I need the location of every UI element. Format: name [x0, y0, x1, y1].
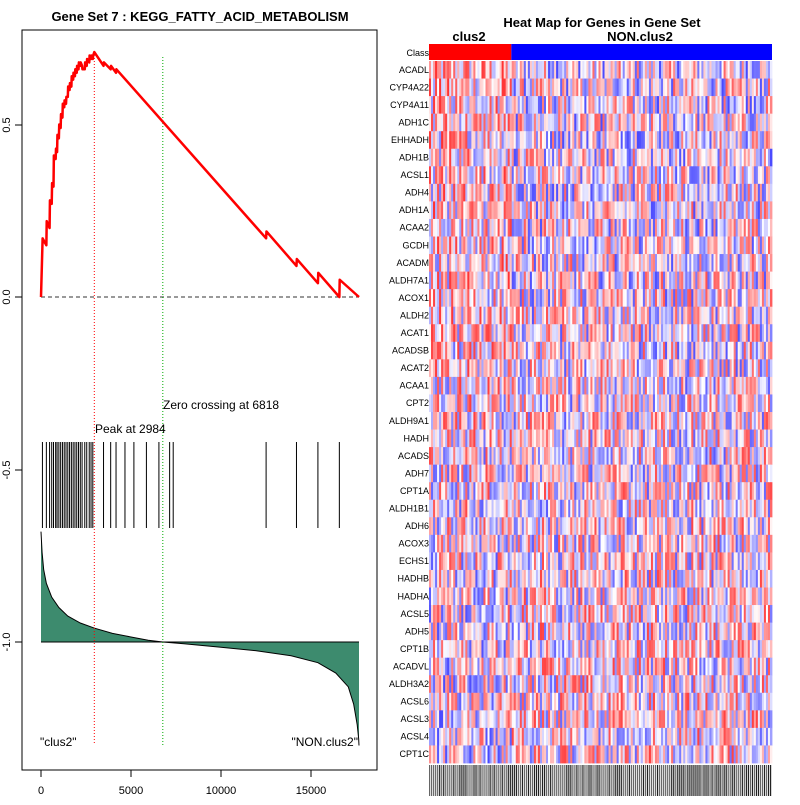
x-tick-3: 15000 — [296, 770, 327, 797]
y-tick-label-1: 0.0 — [1, 289, 13, 304]
heatmap-cell — [770, 377, 772, 395]
heatmap-cell — [770, 412, 772, 430]
heatmap-row — [429, 377, 772, 395]
rank-metric-area — [41, 532, 359, 746]
heatmap-row — [429, 324, 772, 342]
x-tick-1: 5000 — [119, 770, 143, 797]
heatmap-title: Heat Map for Genes in Gene Set — [503, 15, 701, 30]
heatmap-row — [429, 131, 772, 149]
heatmap-cell — [770, 114, 772, 132]
peak-annotation: Peak at 2984 — [95, 422, 166, 436]
x-tick-label-1: 5000 — [119, 785, 143, 797]
heatmap-row — [429, 114, 772, 132]
heatmap-cell — [770, 272, 772, 290]
enrichment-score-line — [41, 52, 359, 297]
left-class-label: "clus2" — [40, 735, 77, 749]
heatmap-row — [429, 219, 772, 237]
heatmap-cell — [770, 342, 772, 360]
heatmap-cell — [770, 201, 772, 219]
heatmap-cell — [770, 96, 772, 114]
heatmap-cell — [770, 324, 772, 342]
heatmap-row — [429, 307, 772, 325]
heatmap-row — [429, 500, 772, 518]
heatmap-cell — [770, 289, 772, 307]
heatmap-cell — [770, 131, 772, 149]
heatmap-row — [429, 96, 772, 114]
es-plot-title: Gene Set 7 : KEGG_FATTY_ACID_METABOLISM — [51, 9, 348, 24]
x-tick-label-3: 15000 — [296, 785, 327, 797]
heatmap-row — [429, 184, 772, 202]
x-tick-label-0: 0 — [38, 785, 44, 797]
heatmap-row — [429, 342, 772, 360]
heatmap-row — [429, 412, 772, 430]
y-tick-1: 0.0 — [1, 289, 22, 304]
y-tick-3: -1.0 — [1, 633, 22, 652]
heatmap-row — [429, 289, 772, 307]
class-row-label: Class — [406, 48, 429, 58]
heatmap-row — [429, 359, 772, 377]
heatmap-cell — [770, 430, 772, 448]
heatmap-cell — [770, 359, 772, 377]
heatmap-row — [429, 535, 772, 553]
heatmap-row — [429, 272, 772, 290]
heatmap-cell — [770, 394, 772, 412]
x-tick-0: 0 — [38, 770, 44, 797]
heatmap-cell — [770, 535, 772, 553]
heatmap-row — [429, 394, 772, 412]
group-label-non-clus2: NON.clus2 — [607, 29, 673, 44]
heatmap-row — [429, 237, 772, 255]
heatmap-row — [429, 552, 772, 570]
heatmap-row — [429, 465, 772, 483]
group-label-clus2: clus2 — [452, 29, 485, 44]
heatmap-row — [429, 79, 772, 97]
class-bar-1 — [511, 44, 772, 60]
right-class-label: "NON.clus2" — [291, 735, 358, 749]
heatmap-cell — [770, 166, 772, 184]
heatmap-cell — [770, 254, 772, 272]
heatmap-cell — [770, 482, 772, 500]
class-bar-0 — [429, 44, 511, 60]
heatmap-row — [429, 430, 772, 448]
heatmap-cell — [770, 184, 772, 202]
heatmap-cell — [770, 149, 772, 167]
zero-crossing-annotation: Zero crossing at 6818 — [163, 398, 279, 412]
y-tick-2: -0.5 — [1, 461, 22, 480]
heatmap-cell — [770, 447, 772, 465]
heatmap-cell — [770, 465, 772, 483]
x-tick-2: 10000 — [206, 770, 237, 797]
heatmap-row — [429, 201, 772, 219]
heatmap-cell — [770, 79, 772, 97]
y-tick-label-2: -0.5 — [1, 461, 13, 480]
heatmap-cell — [770, 500, 772, 518]
y-tick-label-3: -1.0 — [1, 633, 13, 652]
heatmap-cell — [770, 517, 772, 535]
heatmap-cell — [770, 307, 772, 325]
heatmap-row — [429, 517, 772, 535]
heatmap-row — [429, 149, 772, 167]
heatmap-row — [429, 61, 772, 79]
heatmap-cell — [770, 237, 772, 255]
y-tick-0: 0.5 — [1, 117, 22, 132]
x-tick-label-2: 10000 — [206, 785, 237, 797]
heatmap-row — [429, 482, 772, 500]
heatmap-row — [429, 254, 772, 272]
y-tick-label-0: 0.5 — [1, 117, 13, 132]
heatmap-row — [429, 447, 772, 465]
heatmap-cell — [770, 61, 772, 79]
heatmap-row — [429, 166, 772, 184]
heatmap-area — [429, 44, 772, 796]
heatmap-cell — [770, 219, 772, 237]
